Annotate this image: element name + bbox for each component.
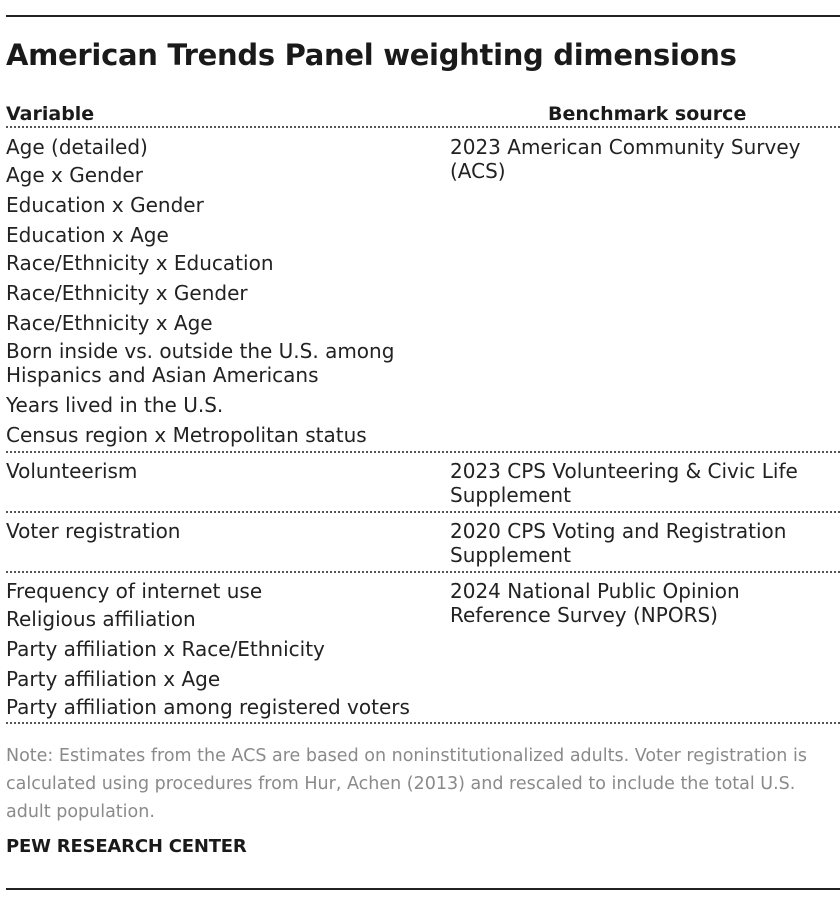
source-brand: PEW RESEARCH CENTER [6,836,247,857]
variable-cell: Hispanics and Asian Americans [6,363,319,387]
variable-cell: Race/Ethnicity x Education [6,251,274,275]
variable-cell: Race/Ethnicity x Age [6,311,213,335]
top-rule [6,15,840,17]
footnote: Note: Estimates from the ACS are based o… [6,742,832,826]
source-cell: 2023 CPS Volunteering & Civic Life [450,459,798,483]
variable-cell: Party affiliation x Age [6,667,221,691]
header-benchmark-source: Benchmark source [548,103,747,125]
variable-cell: Age (detailed) [6,135,148,159]
source-cell: Supplement [450,543,571,567]
header-variable: Variable [6,103,95,125]
footnote-line: adult population. [6,802,155,822]
variable-cell: Party affiliation x Race/Ethnicity [6,637,325,661]
footnote-line: Note: Estimates from the ACS are based o… [6,746,807,766]
variable-cell: Volunteerism [6,459,138,483]
bottom-rule [6,888,840,890]
footnote-line: calculated using procedures from Hur, Ac… [6,774,796,794]
variable-cell: Voter registration [6,519,181,543]
row-divider [6,571,840,573]
row-divider [6,511,840,513]
source-cell: 2020 CPS Voting and Registration [450,519,787,543]
source-cell: Reference Survey (NPORS) [450,603,718,627]
variable-cell: Education x Gender [6,193,204,217]
variable-cell: Race/Ethnicity x Gender [6,281,248,305]
variable-cell: Census region x Metropolitan status [6,423,367,447]
header-divider [6,126,840,128]
table-bottom-divider [6,722,840,724]
variable-cell: Frequency of internet use [6,579,263,603]
variable-cell: Education x Age [6,223,169,247]
source-cell: 2023 American Community Survey [450,135,801,159]
source-cell: (ACS) [450,159,506,183]
variable-cell: Age x Gender [6,163,143,187]
row-divider [6,451,840,453]
table-title: American Trends Panel weighting dimensio… [6,38,737,72]
variable-cell: Years lived in the U.S. [6,393,224,417]
variable-cell: Religious affiliation [6,607,196,631]
source-cell: Supplement [450,483,571,507]
variable-cell: Party affiliation among registered voter… [6,695,410,719]
variable-cell: Born inside vs. outside the U.S. among [6,339,395,363]
source-cell: 2024 National Public Opinion [450,579,740,603]
